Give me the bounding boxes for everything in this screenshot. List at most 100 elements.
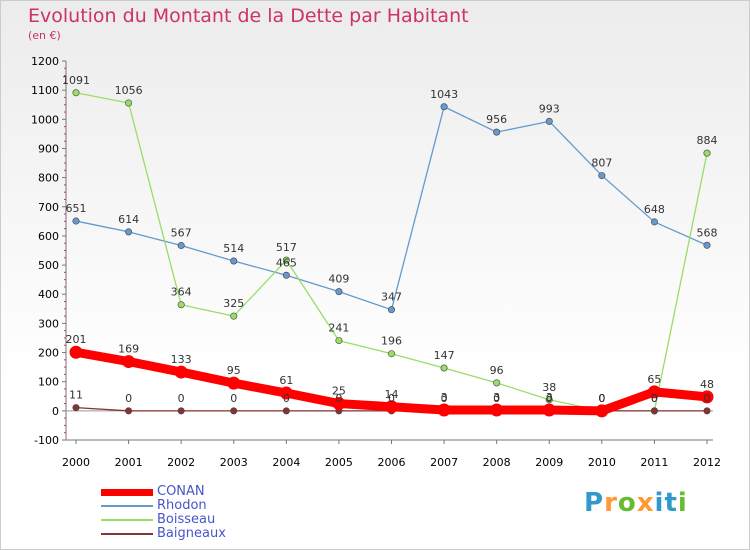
logo-letter: P (584, 488, 605, 518)
data-label-baigneaux: 0 (598, 392, 605, 405)
legend-item: Rhodon (101, 499, 226, 513)
data-label-baigneaux: 0 (335, 392, 342, 405)
data-point-rhodon (703, 241, 711, 249)
legend-swatch (101, 533, 153, 535)
data-point-conan (122, 355, 136, 369)
data-label-conan: 3 (493, 391, 500, 404)
data-point-baigneaux (650, 407, 658, 415)
data-label-conan: 169 (118, 343, 139, 356)
data-label-rhodon: 651 (66, 202, 87, 215)
y-tick-label: 800 (38, 172, 59, 185)
data-label-rhodon: 807 (591, 157, 612, 170)
data-label-conan: 61 (279, 374, 293, 387)
y-tick-label: 1100 (31, 84, 59, 97)
legend-label: Baigneaux (157, 526, 226, 541)
data-point-baigneaux (230, 407, 238, 415)
data-point-boisseau (387, 350, 395, 358)
y-tick-label: 1200 (31, 55, 59, 68)
data-label-conan: 133 (171, 353, 192, 366)
y-tick-label: 600 (38, 230, 59, 243)
data-label-boisseau: 1056 (115, 84, 143, 97)
legend-label: Rhodon (157, 498, 207, 513)
y-tick-label: 700 (38, 201, 59, 214)
x-tick-label: 2008 (483, 456, 511, 469)
data-point-rhodon (335, 288, 343, 296)
data-label-boisseau: 0 (598, 392, 605, 405)
data-label-conan: 0 (598, 392, 605, 405)
data-label-boisseau: 96 (490, 364, 504, 377)
data-point-baigneaux (282, 407, 290, 415)
legend-label: Boisseau (157, 512, 216, 527)
data-point-conan (542, 403, 556, 417)
legend-swatch (101, 488, 153, 496)
data-label-conan: 25 (332, 385, 346, 398)
data-point-conan (595, 404, 609, 418)
series-line-rhodon (75, 106, 708, 311)
data-point-boisseau (493, 379, 501, 387)
y-tick-label: 0 (52, 405, 59, 418)
legend-swatch (101, 505, 153, 507)
data-point-boisseau (282, 256, 290, 264)
data-label-rhodon: 1043 (430, 88, 458, 101)
data-label-baigneaux: 0 (704, 392, 711, 405)
data-point-boisseau (545, 396, 553, 404)
data-point-rhodon (545, 117, 553, 125)
data-label-boisseau: 1091 (62, 74, 90, 87)
data-label-rhodon: 409 (328, 273, 349, 286)
data-label-conan: 65 (647, 373, 661, 386)
data-point-boisseau (335, 337, 343, 345)
data-point-boisseau (177, 301, 185, 309)
data-label-conan: 95 (227, 364, 241, 377)
data-label-rhodon: 514 (223, 242, 244, 255)
data-point-rhodon (387, 306, 395, 314)
x-tick-label: 2000 (62, 456, 90, 469)
data-point-baigneaux (125, 407, 133, 415)
data-point-boisseau (72, 89, 80, 97)
data-label-rhodon: 648 (644, 203, 665, 216)
x-tick-label: 2010 (588, 456, 616, 469)
data-label-baigneaux: 0 (493, 392, 500, 405)
y-tick-label: 300 (38, 317, 59, 330)
data-point-rhodon (125, 228, 133, 236)
legend-item: CONAN (101, 485, 226, 499)
data-label-rhodon: 465 (276, 256, 297, 269)
data-label-boisseau: 38 (542, 381, 556, 394)
data-label-boisseau: 884 (697, 134, 718, 147)
data-label-rhodon: 956 (486, 113, 507, 126)
data-label-baigneaux: 0 (546, 392, 553, 405)
data-point-conan (227, 376, 241, 390)
legend-item: Boisseau (101, 513, 226, 527)
data-point-rhodon (72, 217, 80, 225)
data-label-baigneaux: 0 (230, 392, 237, 405)
logo-letter: o (617, 488, 637, 518)
data-point-rhodon (598, 172, 606, 180)
data-point-boisseau (703, 149, 711, 157)
x-tick-label: 2004 (272, 456, 300, 469)
x-tick-label: 2011 (640, 456, 668, 469)
data-label-baigneaux: 0 (388, 392, 395, 405)
y-tick-label: -100 (34, 434, 59, 447)
data-label-conan: 3 (441, 391, 448, 404)
data-label-rhodon: 347 (381, 291, 402, 304)
data-label-boisseau: 147 (434, 349, 455, 362)
data-point-rhodon (440, 103, 448, 111)
data-point-rhodon (650, 218, 658, 226)
x-tick-label: 2005 (325, 456, 353, 469)
data-label-boisseau: 517 (276, 241, 297, 254)
x-tick-label: 2007 (430, 456, 458, 469)
data-label-conan: 14 (385, 388, 399, 401)
data-point-rhodon (230, 257, 238, 265)
data-point-baigneaux (72, 404, 80, 412)
logo-letter: i (654, 488, 665, 518)
legend-label: CONAN (157, 484, 205, 499)
data-label-baigneaux: 11 (69, 389, 83, 402)
y-tick-label: 400 (38, 288, 59, 301)
data-point-conan (279, 386, 293, 400)
legend-swatch (101, 519, 153, 521)
data-label-baigneaux: 0 (441, 392, 448, 405)
data-point-rhodon (282, 271, 290, 279)
logo-letter: t (664, 488, 678, 518)
y-tick-label: 900 (38, 142, 59, 155)
